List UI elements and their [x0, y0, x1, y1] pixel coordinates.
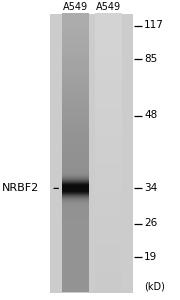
Text: A549: A549 — [63, 2, 88, 13]
Text: (kD): (kD) — [144, 281, 165, 292]
Text: NRBF2: NRBF2 — [2, 183, 39, 194]
Text: 19: 19 — [144, 251, 157, 262]
Text: 26: 26 — [144, 218, 157, 229]
Bar — [50, 14, 133, 292]
Text: 117: 117 — [144, 20, 164, 31]
Text: A549: A549 — [95, 2, 121, 13]
Text: 34: 34 — [144, 183, 157, 194]
Text: 48: 48 — [144, 110, 157, 121]
Text: 85: 85 — [144, 53, 157, 64]
